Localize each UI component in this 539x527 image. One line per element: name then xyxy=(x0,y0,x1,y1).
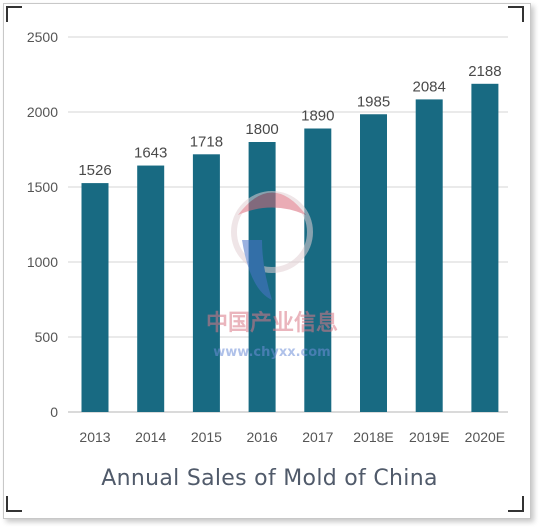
frame-corner xyxy=(6,6,22,22)
y-axis-ticks: 0 500 1000 1500 2000 2500 xyxy=(27,29,58,420)
x-axis-ticks: 2013 2014 2015 2016 2017 2018E 2019E 2020E xyxy=(79,429,505,445)
bar-2019E xyxy=(415,99,443,413)
y-tick-label: 1000 xyxy=(27,254,58,270)
data-label: 2084 xyxy=(413,78,446,95)
chart-title: Annual Sales of Mold of China xyxy=(101,466,438,491)
data-labels: 1526 1643 1718 1800 1890 1985 2084 2188 xyxy=(78,63,501,179)
watermark: 中国产业信息 www.chyxx.com xyxy=(206,191,338,360)
bar-2020E xyxy=(471,83,499,413)
watermark-logo-left xyxy=(242,240,272,300)
x-tick-label: 2020E xyxy=(465,429,505,445)
watermark-text: 中国产业信息 xyxy=(206,310,338,336)
bar-2013 xyxy=(81,183,109,412)
watermark-url: www.chyxx.com xyxy=(213,345,330,360)
bars xyxy=(81,83,499,413)
frame-corner xyxy=(508,496,524,512)
data-label: 1985 xyxy=(357,93,390,110)
x-tick-label: 2013 xyxy=(79,429,110,445)
y-tick-label: 0 xyxy=(50,404,58,420)
watermark-logo-top xyxy=(238,192,306,215)
data-label: 1800 xyxy=(245,121,278,138)
bar-2015 xyxy=(192,154,220,413)
data-label: 1643 xyxy=(134,145,167,162)
data-label: 1890 xyxy=(301,108,334,125)
data-label: 1718 xyxy=(190,133,223,150)
x-tick-label: 2019E xyxy=(409,429,449,445)
y-tick-label: 1500 xyxy=(27,179,58,195)
y-tick-label: 2000 xyxy=(27,104,58,120)
frame-corner xyxy=(508,6,524,22)
y-tick-label: 2500 xyxy=(27,29,58,45)
y-tick-label: 500 xyxy=(35,329,59,345)
x-tick-label: 2017 xyxy=(302,429,333,445)
bar-2017 xyxy=(304,128,332,412)
x-tick-label: 2018E xyxy=(353,429,393,445)
bar-2018E xyxy=(360,114,387,412)
x-tick-label: 2015 xyxy=(191,429,222,445)
frame-corner xyxy=(6,496,22,512)
x-tick-label: 2014 xyxy=(135,429,166,445)
data-label: 1526 xyxy=(78,162,111,179)
x-tick-label: 2016 xyxy=(247,429,278,445)
bar-2014 xyxy=(137,165,165,412)
data-label: 2188 xyxy=(468,63,501,80)
